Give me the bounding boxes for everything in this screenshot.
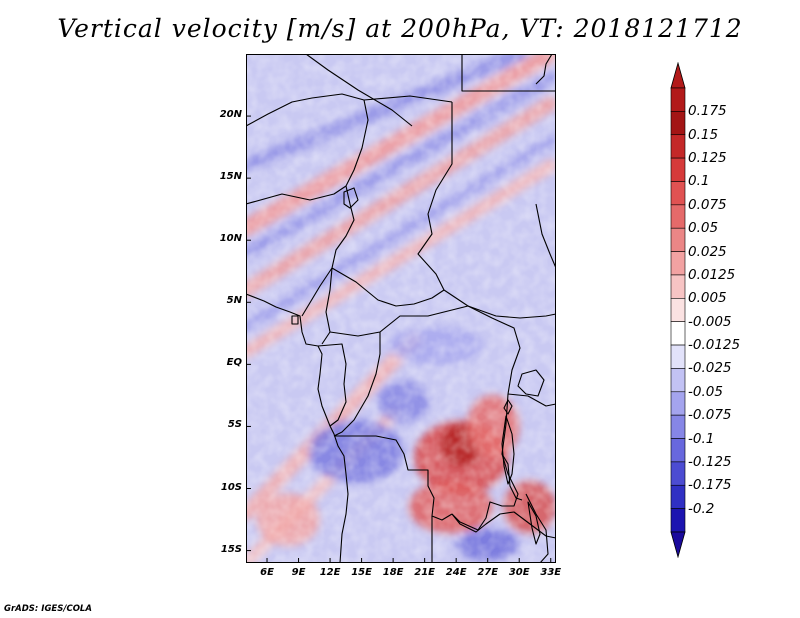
border-east-coast xyxy=(535,54,553,85)
lon-label-24e: 24E xyxy=(445,567,467,578)
colorbar-label-1: 0.15 xyxy=(688,126,719,143)
border-nigeria-cameroon xyxy=(301,185,355,317)
colorbar-label-4: 0.075 xyxy=(688,196,727,213)
colorbar-label-15: -0.125 xyxy=(688,453,732,470)
colorbar-box-8 xyxy=(670,274,686,299)
lon-label-30e: 30E xyxy=(508,567,530,578)
colorbar xyxy=(670,62,686,558)
colorbar-box-6 xyxy=(670,227,686,252)
lat-label-10n: 10N xyxy=(219,233,242,245)
border-drc-angola xyxy=(334,435,453,521)
lat-label-eq: EQ xyxy=(226,357,242,369)
colorbar-box-17 xyxy=(670,484,686,509)
colorbar-label-16: -0.175 xyxy=(688,477,732,494)
colorbar-box-2 xyxy=(670,134,686,159)
lake-chad xyxy=(343,187,359,209)
lake-victoria xyxy=(517,369,545,397)
border-tanzania xyxy=(507,393,556,407)
border-niger-nigeria xyxy=(246,185,347,205)
colorbar-under-triangle xyxy=(670,531,686,558)
lon-label-15e: 15E xyxy=(351,567,372,578)
border-lake-tanganyika xyxy=(501,453,523,501)
border-sudan-south xyxy=(467,305,556,319)
colorbar-label-14: -0.1 xyxy=(688,430,715,447)
border-egypt-sudan xyxy=(461,54,556,92)
lat-label-5n: 5N xyxy=(226,295,242,307)
colorbar-box-12 xyxy=(670,368,686,393)
colorbar-box-5 xyxy=(670,204,686,229)
colorbar-box-4 xyxy=(670,181,686,206)
colorbar-label-13: -0.075 xyxy=(688,407,732,424)
colorbar-box-0 xyxy=(670,87,686,112)
border-zambia xyxy=(451,511,556,539)
lon-label-18e: 18E xyxy=(382,567,404,578)
lat-label-15s: 15S xyxy=(220,543,242,555)
border-malawi xyxy=(525,493,549,563)
lon-label-27e: 27E xyxy=(477,567,499,578)
lake-tanganyika xyxy=(501,415,515,485)
lon-label-33e: 33E xyxy=(540,567,562,578)
colorbar-label-11: -0.025 xyxy=(688,360,732,377)
colorbar-box-3 xyxy=(670,157,686,182)
border-ethiopia xyxy=(535,203,556,269)
colorbar-over-triangle xyxy=(670,62,686,89)
border-algeria-niger xyxy=(305,54,413,127)
colorbar-box-11 xyxy=(670,344,686,369)
colorbar-label-2: 0.125 xyxy=(688,150,727,167)
map-canvas xyxy=(246,54,556,563)
lat-label-5s: 5S xyxy=(227,419,242,431)
colorbar-box-9 xyxy=(670,298,686,322)
colorbar-label-12: -0.05 xyxy=(688,383,723,400)
border-chad-niger xyxy=(345,99,369,187)
country-boundaries xyxy=(246,54,556,563)
colorbar-box-16 xyxy=(670,461,686,486)
colorbar-label-10: -0.0125 xyxy=(688,337,741,354)
border-cameroon-car xyxy=(321,267,333,345)
colorbar-label-6: 0.025 xyxy=(688,243,727,260)
coastline xyxy=(246,293,349,563)
colorbar-box-7 xyxy=(670,251,686,276)
colorbar-box-18 xyxy=(670,508,686,533)
colorbar-label-9: -0.005 xyxy=(688,313,732,330)
border-libya-chad xyxy=(363,95,453,103)
border-drc-sudan-uganda xyxy=(467,305,521,395)
border-car-drc xyxy=(329,305,469,337)
lat-label-15n: 15N xyxy=(219,171,242,183)
colorbar-label-8: 0.005 xyxy=(688,290,727,307)
colorbar-box-10 xyxy=(670,321,686,346)
colorbar-box-15 xyxy=(670,438,686,463)
colorbar-label-17: -0.2 xyxy=(688,500,715,517)
border-chad-sudan xyxy=(417,102,469,307)
lake-kivu xyxy=(503,399,513,415)
colorbar-box-14 xyxy=(670,414,686,439)
map-frame xyxy=(246,54,556,563)
border-congo-gabon xyxy=(317,343,347,427)
colorbar-box-13 xyxy=(670,391,686,416)
grads-credit: GrADS: IGES/COLA xyxy=(4,604,92,614)
map-panel xyxy=(246,54,556,563)
colorbar-label-7: 0.0125 xyxy=(688,266,736,283)
colorbar-box-1 xyxy=(670,111,686,136)
lon-label-12e: 12E xyxy=(319,567,341,578)
bioko-island xyxy=(291,315,299,325)
field-texture xyxy=(246,54,556,563)
figure-title: Vertical velocity [m/s] at 200hPa, VT: 2… xyxy=(57,14,743,43)
border-congo-drc xyxy=(333,332,381,437)
colorbar-label-3: 0.1 xyxy=(688,173,710,190)
lat-label-20n: 20N xyxy=(219,109,242,121)
lon-label-21e: 21E xyxy=(414,567,436,578)
lat-label-10s: 10S xyxy=(220,481,242,493)
lon-label-6e: 6E xyxy=(260,567,274,578)
border-niger-libya xyxy=(246,93,365,127)
lon-label-9e: 9E xyxy=(291,567,306,578)
colorbar-label-5: 0.05 xyxy=(688,220,719,237)
border-chad-car xyxy=(331,267,445,307)
lake-malawi xyxy=(527,501,541,545)
colorbar-label-0: 0.175 xyxy=(688,103,727,120)
